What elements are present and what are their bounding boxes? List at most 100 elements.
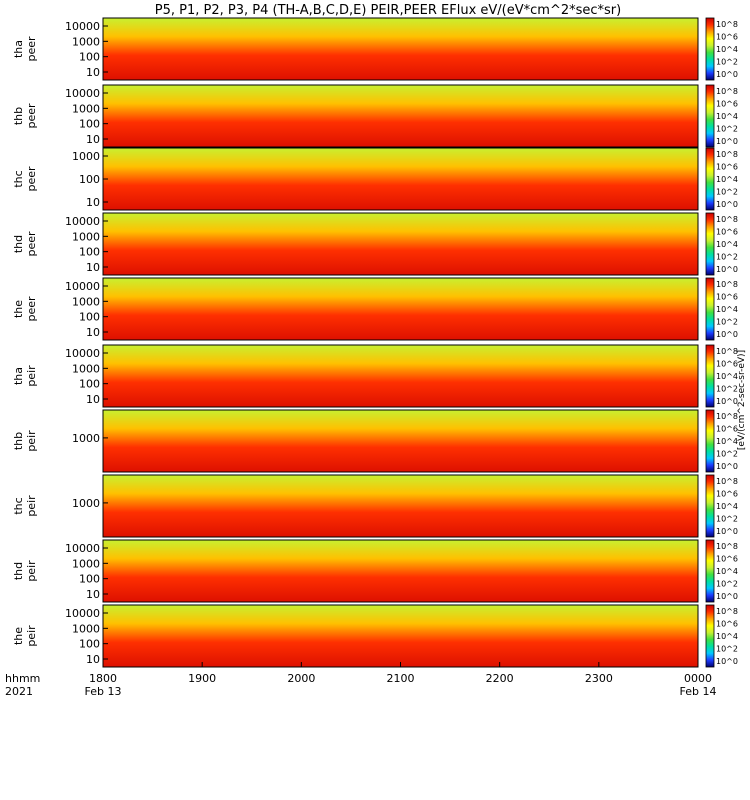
y-axis-label: thapeer [12, 36, 38, 62]
y-tick-label: 100 [79, 118, 100, 131]
time-axis: 1800 1900 2000 2100 2200 2300 0000 Feb 13 Feb 14… [5, 662, 716, 698]
panel-frame [102, 409, 699, 473]
colorbar-tick-label: 10^0 [716, 330, 738, 339]
colorbar-tick-label: 10^8 [716, 477, 738, 486]
y-tick-label: 100 [79, 378, 100, 391]
y-tick-label: 1000 [72, 295, 100, 308]
spectrogram-image [103, 345, 698, 407]
colorbar-tick-label: 10^2 [716, 318, 738, 327]
x-date-label: Feb 13 [85, 685, 122, 698]
x-date-label: Feb 14 [680, 685, 717, 698]
y-tick-label: 10000 [65, 20, 100, 33]
colorbar-tick-label: 10^0 [716, 397, 738, 406]
colorbar-tick-label: 10^6 [716, 228, 738, 237]
y-axis-label: thdpeer [12, 231, 38, 257]
panel-frame [102, 344, 699, 408]
y-tick-label: 10 [86, 66, 100, 79]
y-tick-label: 1000 [72, 150, 100, 163]
y-tick-label: 1000 [72, 362, 100, 375]
y-tick-label: 1000 [72, 622, 100, 635]
colorbar-tick-label: 10^6 [716, 555, 738, 564]
colorbar-tick-label: 10^6 [716, 33, 738, 42]
y-tick-label: 10 [86, 133, 100, 146]
spectrogram-panel: 1000 thcpeir 10^8 10^6 10^4 10^2 10^0 [12, 474, 738, 538]
colorbar-tick-label: 10^2 [716, 515, 738, 524]
y-tick-label: 100 [79, 311, 100, 324]
colorbar-tick-label: 10^6 [716, 620, 738, 629]
colorbar-tick-label: 10^6 [716, 425, 738, 434]
colorbar-tick-label: 10^4 [716, 45, 738, 54]
colorbar-tick-label: 10^8 [716, 347, 738, 356]
panels-group: 10000 1000 100 10 thapeer 10^8 10^6 10^4 10^2 10^… [12, 17, 747, 668]
x-corner-label: hhmm [5, 672, 40, 685]
panel-frame [102, 212, 699, 276]
colorbar-tick-label: 10^4 [716, 240, 738, 249]
y-tick-label: 10 [86, 261, 100, 274]
x-tick-label: 2300 [585, 672, 613, 685]
x-tick-label: 2100 [387, 672, 415, 685]
colorbar-tick-label: 10^8 [716, 215, 738, 224]
colorbar-tick-label: 10^4 [716, 175, 738, 184]
y-axis-label: thbpeir [12, 430, 38, 452]
colorbar-tick-label: 10^4 [716, 567, 738, 576]
colorbar [705, 17, 715, 81]
colorbar-tick-label: 10^4 [716, 305, 738, 314]
colorbar-tick-label: 10^0 [716, 462, 738, 471]
y-tick-label: 1000 [72, 557, 100, 570]
panel-frame [102, 474, 699, 538]
colorbar-tick-label: 10^6 [716, 360, 738, 369]
panel-frame [102, 539, 699, 603]
y-tick-label: 1000 [72, 230, 100, 243]
colorbar [705, 474, 715, 538]
colorbar-tick-label: 10^6 [716, 100, 738, 109]
x-tick-label: 2200 [486, 672, 514, 685]
y-tick-label: 10 [86, 196, 100, 209]
colorbar-tick-label: 10^4 [716, 632, 738, 641]
panel-frame [102, 277, 699, 341]
y-tick-label: 100 [79, 51, 100, 64]
spectrogram-panel: 1000 thbpeir 10^8 10^6 10^4 10^2 10^0 [12, 409, 738, 473]
y-tick-label: 10 [86, 393, 100, 406]
spectrogram-panel: 1000 100 10 thcpeer 10^8 10^6 10^4 10^2 10^0 [12, 147, 738, 211]
colorbar-tick-label: 10^4 [716, 372, 738, 381]
y-tick-label: 10000 [65, 280, 100, 293]
spectrogram-panel: 10000 1000 100 10 thepeer 10^8 10^6 10^4 10^2 10^… [12, 277, 738, 341]
colorbar-tick-label: 10^8 [716, 87, 738, 96]
spectrogram-image [103, 18, 698, 80]
y-axis-label: thepeir [12, 625, 38, 647]
y-tick-label: 100 [79, 246, 100, 259]
colorbar [705, 277, 715, 341]
spectrogram-panel: 10000 1000 100 10 thdpeir 10^8 10^6 10^4 10^2 10^… [12, 539, 738, 603]
colorbar-tick-label: 10^8 [716, 150, 738, 159]
y-tick-label: 10000 [65, 542, 100, 555]
y-axis-label: thepeer [12, 296, 38, 322]
spectrogram-image [103, 148, 698, 210]
colorbar-tick-label: 10^0 [716, 265, 738, 274]
y-tick-label: 10 [86, 653, 100, 666]
panel-frame [102, 84, 699, 148]
y-tick-label: 10000 [65, 607, 100, 620]
spectrogram-panel: 10000 1000 100 10 thepeir 10^8 10^6 10^4 10^2 10^… [12, 604, 738, 668]
spectrogram-panel: 10000 1000 100 10 thdpeer 10^8 10^6 10^4 10^2 10^… [12, 212, 738, 276]
y-tick-label: 10000 [65, 215, 100, 228]
colorbar-tick-label: 10^2 [716, 125, 738, 134]
y-tick-label: 1000 [72, 35, 100, 48]
y-tick-label: 10000 [65, 347, 100, 360]
colorbar-tick-label: 10^8 [716, 542, 738, 551]
spectrogram-image [103, 475, 698, 537]
colorbar-tick-label: 10^6 [716, 163, 738, 172]
y-tick-label: 100 [79, 573, 100, 586]
spectrogram-panel: 10000 1000 100 10 thapeer 10^8 10^6 10^4 10^2 10^… [12, 17, 738, 81]
y-tick-label: 10000 [65, 87, 100, 100]
colorbar-tick-label: 10^2 [716, 385, 738, 394]
y-tick-label: 10 [86, 326, 100, 339]
colorbar [705, 344, 715, 408]
colorbar-tick-label: 10^0 [716, 527, 738, 536]
y-axis-label: thdpeir [12, 560, 38, 582]
colorbar-tick-label: 10^2 [716, 253, 738, 262]
y-tick-label: 10 [86, 588, 100, 601]
colorbar-tick-label: 10^2 [716, 58, 738, 67]
colorbar-tick-label: 10^8 [716, 20, 738, 29]
spectrogram-image [103, 410, 698, 472]
x-tick-label: 2000 [287, 672, 315, 685]
